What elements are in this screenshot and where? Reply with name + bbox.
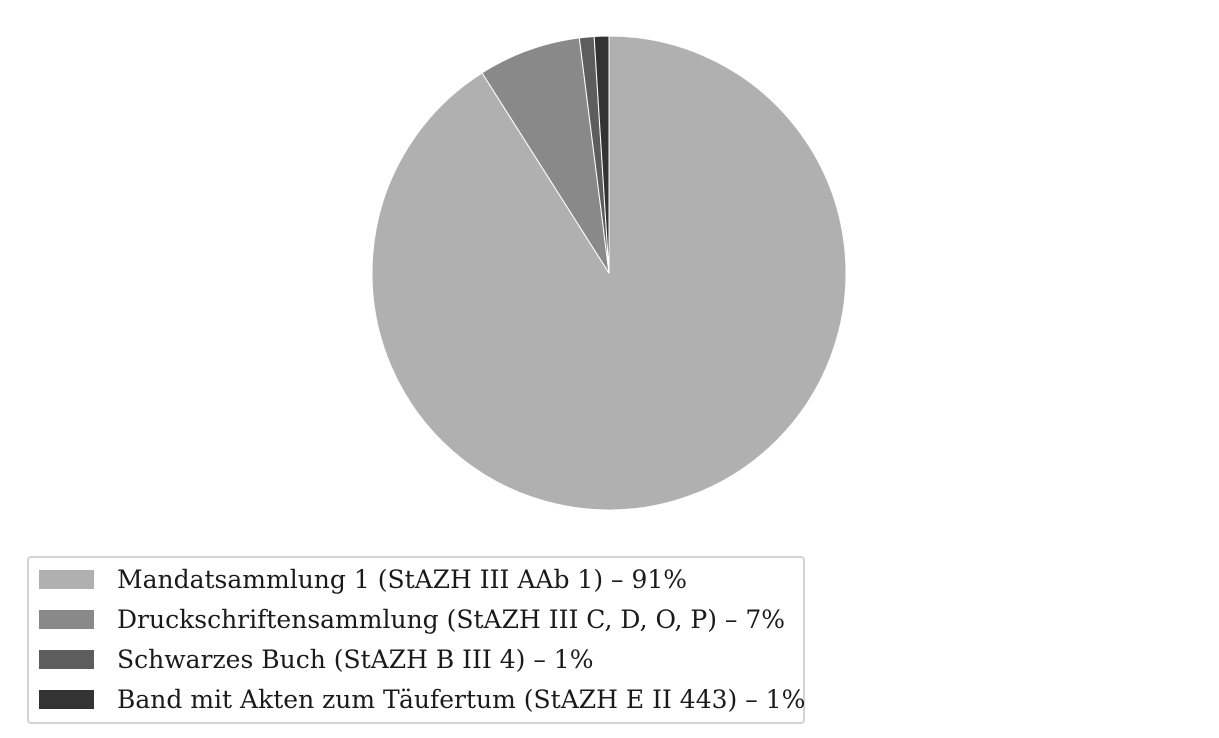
legend-label-band-taeufertum: Band mit Akten zum Täufertum (StAZH E II… [117,685,806,714]
legend-swatch-schwarzes-buch [39,650,94,669]
chart-legend: Mandatsammlung 1 (StAZH III AAb 1) – 91%… [27,556,805,724]
legend-swatch-band-taeufertum [39,690,94,709]
legend-swatch-druckschriftensammlung [39,610,94,629]
legend-label-schwarzes-buch: Schwarzes Buch (StAZH B III 4) – 1% [117,645,594,674]
legend-item-druckschriftensammlung: Druckschriftensammlung (StAZH III C, D, … [39,600,799,640]
legend-item-mandatsammlung: Mandatsammlung 1 (StAZH III AAb 1) – 91% [39,560,799,600]
pie-slice-band-taeufertum [593,35,610,274]
legend-swatch-mandatsammlung [39,570,94,589]
legend-item-schwarzes-buch: Schwarzes Buch (StAZH B III 4) – 1% [39,640,799,680]
legend-item-band-taeufertum: Band mit Akten zum Täufertum (StAZH E II… [39,680,805,720]
pie-slice-druckschriftensammlung [481,37,610,274]
legend-label-mandatsammlung: Mandatsammlung 1 (StAZH III AAb 1) – 91% [117,565,688,594]
legend-label-druckschriftensammlung: Druckschriftensammlung (StAZH III C, D, … [117,605,786,634]
